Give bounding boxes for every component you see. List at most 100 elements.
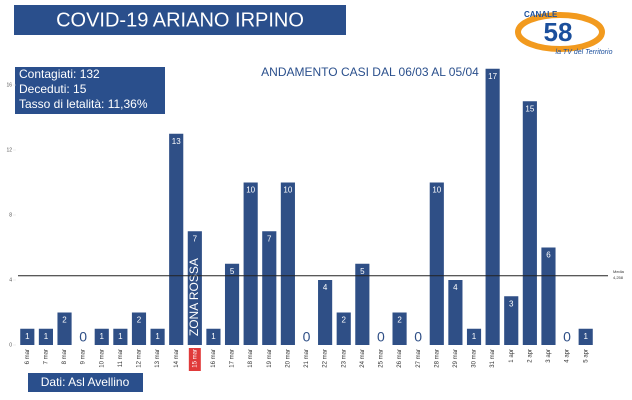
stat: Deceduti: 15 — [19, 82, 87, 96]
value-label: 4 — [453, 283, 458, 292]
x-tick: 26 mar — [397, 349, 403, 368]
x-tick-label: 22 mar — [323, 349, 329, 368]
stat: Contagiati: 132 — [19, 67, 100, 81]
x-tick: 10 mar — [99, 349, 105, 368]
logo-ring — [515, 12, 605, 52]
value-label: 0 — [377, 329, 385, 345]
x-tick-label: 29 mar — [453, 349, 459, 368]
bar — [522, 101, 537, 345]
bar — [150, 328, 165, 345]
x-tick: 22 mar — [323, 349, 329, 368]
value-label: 1 — [118, 332, 123, 341]
bar — [466, 328, 482, 345]
value-label: 2 — [397, 316, 402, 325]
x-tick: 27 mar — [416, 349, 422, 368]
value-label: 7 — [193, 234, 198, 243]
value-label: 0 — [414, 329, 422, 345]
y-tick-label: 4 — [9, 277, 12, 283]
x-tick: 28 mar — [434, 349, 440, 368]
value-label: 2 — [137, 316, 142, 325]
logo: CANALE 58 la TV del Territorio — [515, 10, 613, 56]
value-label: 5 — [230, 267, 235, 276]
x-tick: 11 mar — [118, 349, 124, 367]
x-tick: 6 mar — [25, 349, 31, 364]
x-tick: 25 mar — [379, 349, 385, 368]
x-tick-label: 19 mar — [267, 349, 273, 368]
x-tick: 7 mar — [43, 349, 49, 364]
x-tick-label: 16 mar — [211, 349, 217, 368]
bar — [131, 312, 147, 345]
x-tick: 14 mar — [174, 349, 180, 368]
x-tick: 5 apr — [583, 349, 589, 363]
x-tick-label: 5 apr — [583, 349, 589, 363]
value-label: 15 — [525, 104, 534, 113]
x-tick-label: 23 mar — [341, 349, 347, 368]
bar — [578, 328, 593, 345]
x-tick: 31 mar — [490, 349, 496, 368]
title-box — [14, 5, 346, 35]
source-box — [28, 373, 143, 392]
x-tick: 17 mar — [230, 349, 236, 368]
x-tick: 8 mar — [62, 349, 68, 364]
annotation: ZONA ROSSA — [187, 258, 201, 336]
y-tick-label: 12 — [6, 147, 12, 153]
x-tick: 21 mar — [304, 349, 310, 368]
x-tick: 19 mar — [267, 349, 273, 368]
x-tick-label: 10 mar — [99, 349, 105, 368]
bar — [280, 182, 295, 345]
mean-name: Media — [613, 269, 625, 274]
x-tick-label: 2 apr — [527, 349, 533, 363]
x-tick-label: 6 mar — [25, 349, 31, 364]
bar — [169, 133, 184, 345]
value-label: 4 — [323, 283, 328, 292]
y-tick-label: 16 — [6, 82, 12, 88]
bar — [429, 182, 444, 345]
x-tick: 4 apr — [565, 349, 571, 363]
value-label: 17 — [488, 72, 497, 81]
value-label: 10 — [283, 186, 292, 195]
value-label: 2 — [62, 316, 67, 325]
value-label: 13 — [172, 137, 181, 146]
bar — [113, 328, 128, 345]
x-tick: 3 apr — [546, 349, 552, 363]
bar — [20, 328, 35, 345]
x-tick: 30 mar — [472, 349, 478, 368]
x-tick-label: 7 mar — [43, 349, 49, 364]
bar — [262, 231, 277, 345]
logo-top: CANALE — [524, 10, 558, 19]
bar — [38, 328, 53, 345]
x-tick-label: 4 apr — [565, 349, 571, 363]
x-tick-label: 14 mar — [174, 349, 180, 368]
x-tick-label: 18 mar — [248, 349, 254, 368]
x-tick-label: 25 mar — [379, 349, 385, 368]
x-tick: 23 mar — [341, 349, 347, 368]
value-label: 1 — [472, 332, 477, 341]
logo-tagline: la TV del Territorio — [556, 49, 613, 56]
x-tick: 9 mar — [81, 349, 87, 364]
value-label: 7 — [267, 234, 272, 243]
bar — [318, 280, 333, 345]
value-label: 0 — [563, 329, 571, 345]
x-tick-label: 3 apr — [546, 349, 552, 363]
bar — [57, 312, 72, 345]
x-tick: 18 mar — [248, 349, 254, 368]
bar — [243, 182, 258, 345]
x-tick: 15 mar — [188, 348, 201, 371]
bar — [94, 328, 109, 345]
mean-label: 4,258 — [613, 275, 624, 280]
value-label: 1 — [44, 332, 49, 341]
x-tick: 12 mar — [137, 349, 143, 368]
value-label: 6 — [546, 251, 551, 260]
highlight-box — [188, 348, 201, 371]
bar — [187, 231, 202, 345]
bar — [485, 68, 500, 345]
value-label: 10 — [432, 186, 441, 195]
bar — [392, 312, 407, 345]
x-tick-label: 13 mar — [155, 349, 161, 368]
value-label: 1 — [583, 332, 588, 341]
value-label: 1 — [25, 332, 30, 341]
source: Dati: Asl Avellino — [41, 375, 130, 389]
x-tick-label: 31 mar — [490, 349, 496, 368]
value-label: 0 — [303, 329, 311, 345]
